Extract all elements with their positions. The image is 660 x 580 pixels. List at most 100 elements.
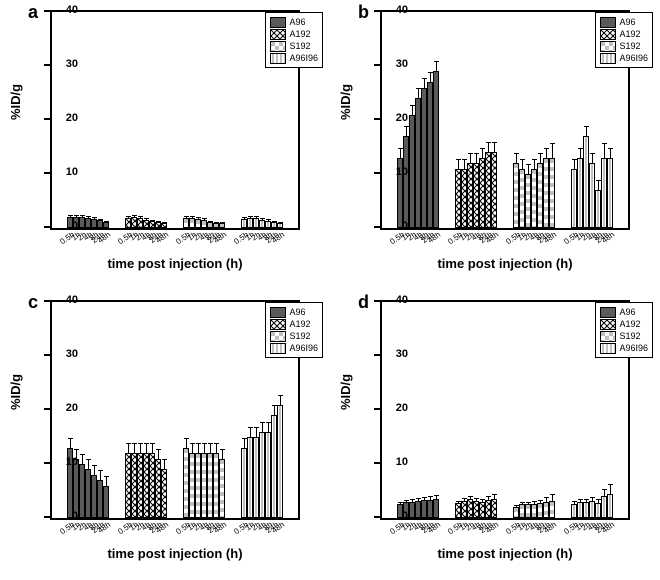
errorbar bbox=[516, 505, 517, 508]
plot-area bbox=[380, 10, 630, 230]
bar bbox=[433, 71, 439, 228]
panel-letter: c bbox=[28, 292, 38, 313]
errorbar bbox=[192, 216, 193, 219]
legend-swatch bbox=[600, 41, 616, 52]
errorbar bbox=[146, 218, 147, 221]
bar bbox=[277, 405, 283, 518]
errorbar bbox=[430, 72, 431, 83]
ytick-mark bbox=[374, 300, 380, 302]
legend-label: A96 bbox=[619, 306, 635, 318]
errorbar bbox=[274, 405, 275, 416]
ytick-mark bbox=[374, 10, 380, 12]
errorbar bbox=[464, 159, 465, 170]
bar bbox=[433, 499, 439, 518]
errorbar bbox=[610, 484, 611, 495]
legend-label: A96I96 bbox=[289, 342, 318, 354]
errorbar bbox=[204, 218, 205, 221]
bar-group-A192 bbox=[125, 217, 167, 228]
bar bbox=[549, 158, 555, 228]
errorbar bbox=[546, 497, 547, 503]
legend-label: A96I96 bbox=[619, 52, 648, 64]
errorbar bbox=[94, 217, 95, 220]
legend-item: A96I96 bbox=[600, 52, 648, 64]
errorbar bbox=[552, 494, 553, 502]
errorbar bbox=[250, 427, 251, 438]
errorbar bbox=[580, 148, 581, 159]
ytick-mark bbox=[374, 462, 380, 464]
ylabel: %ID/g bbox=[8, 84, 23, 120]
legend-label: A96 bbox=[619, 16, 635, 28]
legend-swatch bbox=[270, 53, 286, 64]
errorbar bbox=[546, 148, 547, 159]
errorbar bbox=[140, 443, 141, 454]
errorbar bbox=[598, 180, 599, 191]
errorbar bbox=[198, 217, 199, 220]
xlabel: time post injection (h) bbox=[380, 256, 630, 271]
legend-label: A96 bbox=[289, 306, 305, 318]
errorbar bbox=[488, 142, 489, 153]
errorbar bbox=[412, 499, 413, 503]
legend-label: A96I96 bbox=[289, 52, 318, 64]
errorbar bbox=[400, 148, 401, 159]
bar bbox=[549, 501, 555, 518]
bar-group-A192 bbox=[455, 499, 497, 518]
ytick-mark bbox=[44, 354, 50, 356]
bar bbox=[277, 223, 283, 228]
ytick-mark bbox=[374, 118, 380, 120]
errorbar bbox=[256, 427, 257, 438]
xlabel: time post injection (h) bbox=[380, 546, 630, 561]
errorbar bbox=[604, 489, 605, 497]
errorbar bbox=[598, 499, 599, 504]
errorbar bbox=[610, 148, 611, 159]
errorbar bbox=[192, 443, 193, 454]
legend: A96A192S192A96I96 bbox=[265, 302, 323, 358]
errorbar bbox=[216, 222, 217, 224]
legend-swatch bbox=[600, 17, 616, 28]
legend-item: A96I96 bbox=[600, 342, 648, 354]
errorbar bbox=[100, 219, 101, 221]
bar-group-S192 bbox=[183, 448, 225, 518]
legend-label: A192 bbox=[289, 28, 310, 40]
bar bbox=[491, 152, 497, 228]
legend-item: A96 bbox=[270, 306, 318, 318]
ytick-mark bbox=[44, 226, 50, 228]
ytick-mark bbox=[374, 408, 380, 410]
errorbar bbox=[210, 221, 211, 223]
legend-swatch bbox=[600, 319, 616, 330]
xlabel: time post injection (h) bbox=[50, 256, 300, 271]
plot-area bbox=[50, 300, 300, 520]
legend-label: A96 bbox=[289, 16, 305, 28]
errorbar bbox=[516, 153, 517, 164]
legend: A96A192S192A96I96 bbox=[265, 12, 323, 68]
errorbar bbox=[146, 443, 147, 454]
errorbar bbox=[164, 459, 165, 470]
bar bbox=[103, 222, 109, 228]
errorbar bbox=[210, 443, 211, 454]
ytick-mark bbox=[44, 118, 50, 120]
errorbar bbox=[574, 159, 575, 170]
ytick-mark bbox=[374, 172, 380, 174]
ytick-mark bbox=[44, 408, 50, 410]
bar-group-A192 bbox=[455, 152, 497, 228]
errorbar bbox=[470, 153, 471, 164]
legend: A96A192S192A96I96 bbox=[595, 302, 653, 358]
errorbar bbox=[88, 459, 89, 470]
errorbar bbox=[552, 143, 553, 159]
errorbar bbox=[128, 443, 129, 454]
errorbar bbox=[528, 502, 529, 505]
legend-label: S192 bbox=[619, 40, 640, 52]
errorbar bbox=[580, 499, 581, 503]
bar-group-S192 bbox=[513, 501, 555, 518]
legend-swatch bbox=[270, 331, 286, 342]
errorbar bbox=[592, 497, 593, 502]
xlabel: time post injection (h) bbox=[50, 546, 300, 561]
errorbar bbox=[534, 159, 535, 170]
legend-swatch bbox=[270, 343, 286, 354]
errorbar bbox=[586, 499, 587, 503]
panel-b: b010203040%ID/gtime post injection (h)A9… bbox=[330, 0, 660, 290]
errorbar bbox=[70, 215, 71, 218]
errorbar bbox=[418, 498, 419, 502]
bar-group-A96I96 bbox=[241, 218, 283, 228]
legend-item: A96I96 bbox=[270, 342, 318, 354]
bar-group-S192 bbox=[183, 218, 225, 228]
